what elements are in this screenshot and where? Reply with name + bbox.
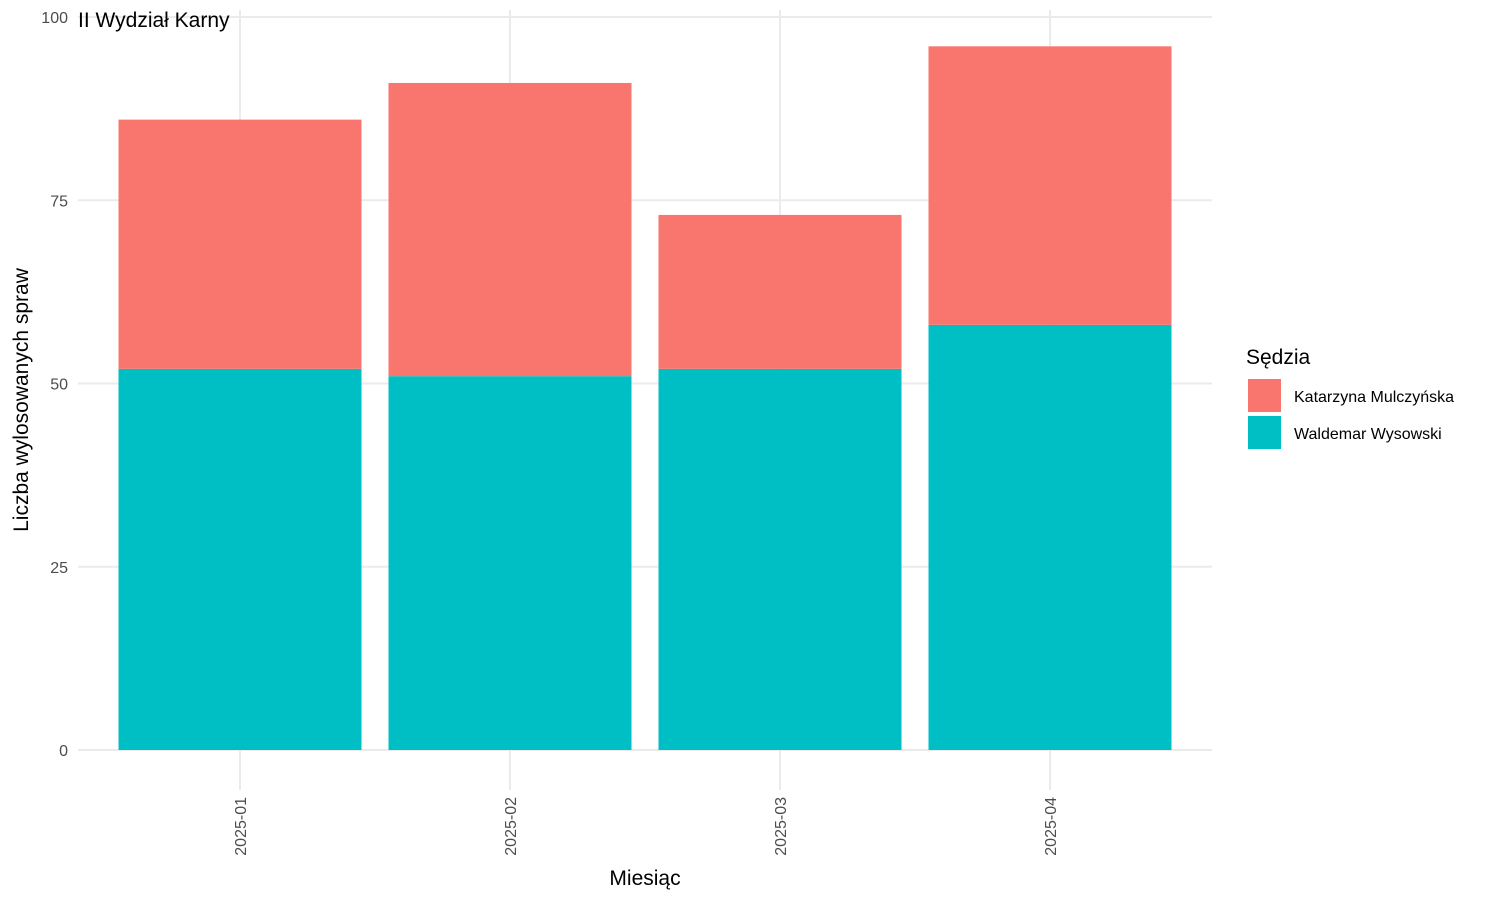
y-tick-label: 75	[50, 193, 68, 210]
bars	[118, 46, 1172, 750]
bar-segment	[388, 376, 632, 750]
legend-title: Sędzia	[1246, 346, 1311, 369]
bar-segment	[928, 324, 1172, 750]
chart-title: II Wydział Karny	[78, 9, 230, 32]
y-axis-ticks: 0 25 50 75 100	[41, 10, 68, 760]
bar-segment	[118, 119, 362, 369]
legend-label: Katarzyna Mulczyńska	[1294, 389, 1454, 406]
bar-segment	[118, 368, 362, 750]
legend-label: Waldemar Wysowski	[1294, 426, 1442, 443]
y-tick-label: 0	[59, 743, 68, 760]
y-tick-label: 50	[50, 377, 68, 394]
legend-items: Katarzyna Mulczyńska Waldemar Wysowski	[1248, 379, 1454, 449]
x-tick-label: 2025-04	[1043, 797, 1060, 856]
y-tick-label: 100	[41, 10, 68, 27]
x-axis-title: Miesiąc	[609, 867, 680, 890]
y-tick-label: 25	[50, 560, 68, 577]
bar-segment	[388, 82, 632, 377]
bar-segment	[658, 214, 902, 369]
legend-swatch	[1248, 416, 1281, 449]
bar-segment	[928, 46, 1172, 325]
bar-segment	[658, 368, 902, 750]
x-tick-label: 2025-01	[233, 797, 250, 856]
legend: Sędzia Katarzyna Mulczyńska Waldemar Wyso…	[1246, 346, 1454, 449]
x-axis-ticks: 2025-01 2025-02 2025-03 2025-04	[233, 797, 1060, 856]
x-tick-label: 2025-02	[503, 797, 520, 856]
y-axis-title: Liczba wylosowanych spraw	[10, 267, 33, 532]
legend-swatch	[1248, 379, 1281, 412]
x-tick-label: 2025-03	[773, 797, 790, 856]
